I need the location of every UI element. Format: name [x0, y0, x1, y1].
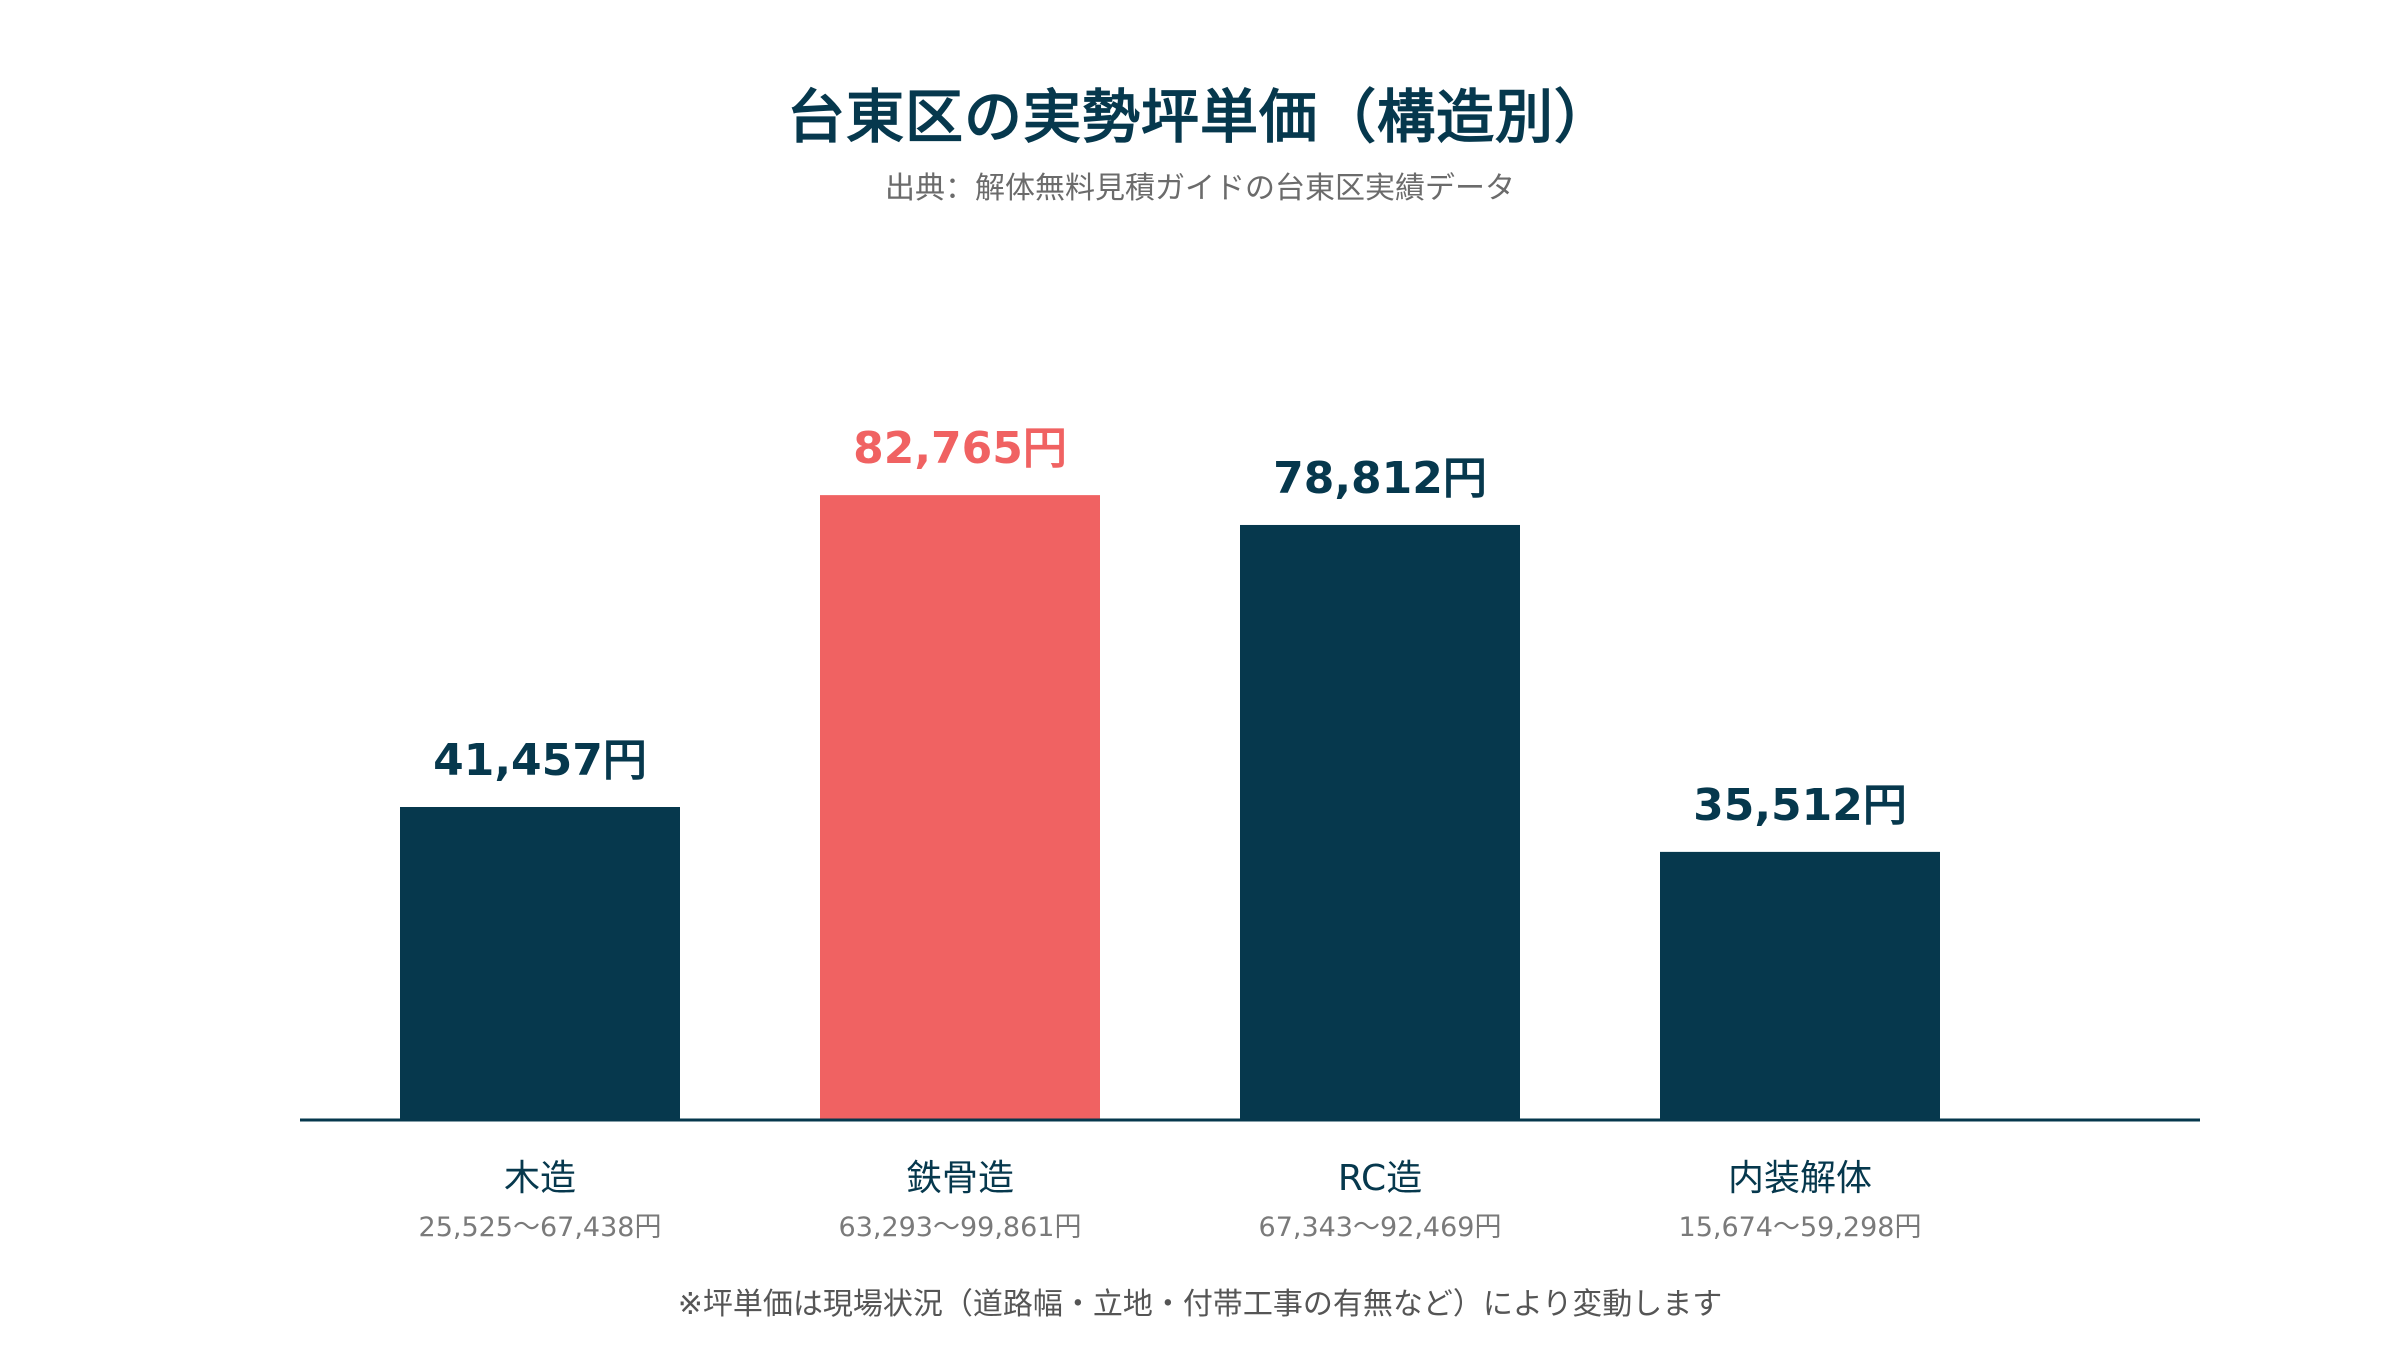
range-label: 15,674〜59,298円 — [1679, 1212, 1922, 1243]
chart-title: 台東区の実勢坪単価（構造別） — [786, 83, 1613, 151]
category-label: 内装解体 — [1728, 1158, 1872, 1199]
category-label: 鉄骨造 — [906, 1158, 1014, 1199]
bar — [1240, 524, 1520, 1120]
bar-value-label: 41,457円 — [433, 735, 647, 786]
range-label: 25,525〜67,438円 — [419, 1212, 662, 1243]
bar-value-label: 78,812円 — [1273, 453, 1487, 504]
bar-value-label: 82,765円 — [853, 423, 1067, 474]
bar-value-label: 35,512円 — [1693, 780, 1907, 831]
category-label: 木造 — [504, 1158, 576, 1199]
bar — [400, 806, 680, 1120]
bar — [1660, 851, 1940, 1120]
range-label: 67,343〜92,469円 — [1259, 1212, 1502, 1243]
chart-subtitle: 出典：解体無料見積ガイドの台東区実績データ — [885, 171, 1515, 206]
category-label: RC造 — [1338, 1158, 1422, 1199]
range-label: 63,293〜99,861円 — [839, 1212, 1082, 1243]
footnote: ※坪単価は現場状況（道路幅・立地・付帯工事の有無など）により変動します — [677, 1287, 1723, 1322]
bar — [820, 495, 1100, 1120]
